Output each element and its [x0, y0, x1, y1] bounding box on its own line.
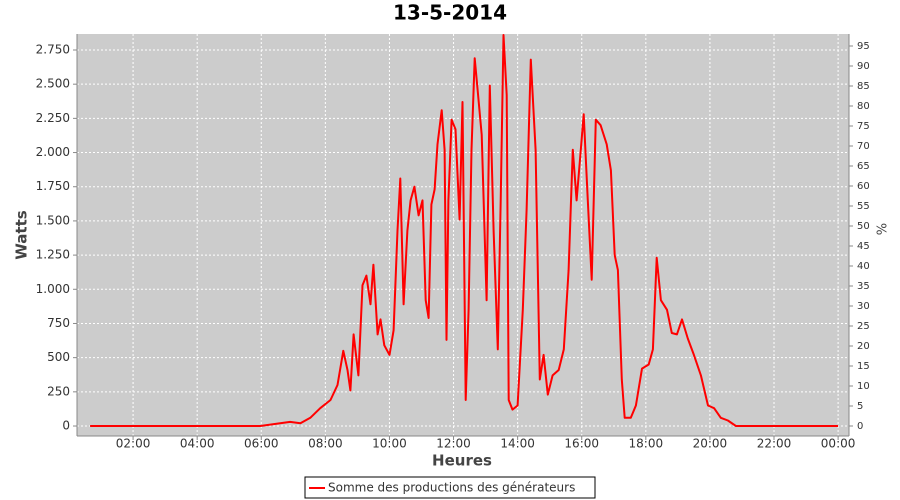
y2-tick-label: 95	[857, 41, 870, 52]
y2-tick-label: 70	[857, 141, 870, 152]
x-tick-label: 04:00	[180, 437, 215, 451]
y2-tick-label: 75	[857, 121, 870, 132]
x-tick-label: 10:00	[372, 437, 407, 451]
y2-tick-label: 50	[857, 221, 870, 232]
y-tick-label: 1.750	[36, 179, 70, 193]
y2-tick-label: 60	[857, 181, 870, 192]
y2-tick-label: 5	[857, 401, 863, 412]
y2-tick-label: 55	[857, 201, 870, 212]
y-tick-label: 2.250	[36, 111, 70, 125]
y-tick-label: 500	[47, 350, 70, 364]
y-tick-label: 750	[47, 316, 70, 330]
y-tick-label: 1.500	[36, 213, 70, 227]
x-tick-label: 20:00	[693, 437, 728, 451]
x-tick-label: 18:00	[629, 437, 664, 451]
x-tick-label: 08:00	[308, 437, 343, 451]
y2-tick-label: 10	[857, 381, 870, 392]
y2-tick-label: 0	[857, 421, 863, 432]
y-tick-label: 1.250	[36, 248, 70, 262]
y2-tick-label: 40	[857, 261, 870, 272]
x-tick-label: 06:00	[244, 437, 279, 451]
y2-tick-label: 20	[857, 341, 870, 352]
y2-tick-label: 15	[857, 361, 870, 372]
y-tick-label: 250	[47, 384, 70, 398]
y-tick-label: 2.500	[36, 77, 70, 91]
series-line	[90, 34, 839, 427]
y2-tick-label: 80	[857, 101, 870, 112]
y2-tick-label: 85	[857, 81, 870, 92]
x-tick-label: 02:00	[116, 437, 151, 451]
x-tick-label: 14:00	[500, 437, 535, 451]
y2-axis-label: %	[876, 223, 891, 235]
x-tick-label: 22:00	[757, 437, 792, 451]
chart-title: 13-5-2014	[393, 1, 507, 25]
y-axis-label: Watts	[13, 210, 31, 259]
y2-tick-label: 30	[857, 301, 870, 312]
y2-tick-label: 45	[857, 241, 870, 252]
x-tick-label: 00:00	[821, 437, 856, 451]
x-axis-label: Heures	[432, 452, 492, 470]
y2-tick-label: 90	[857, 61, 870, 72]
legend-label: Somme des productions des générateurs	[328, 481, 575, 495]
y-tick-label: 2.750	[36, 42, 70, 56]
legend	[304, 476, 596, 499]
y2-tick-label: 25	[857, 321, 870, 332]
x-tick-label: 12:00	[436, 437, 471, 451]
x-tick-label: 16:00	[564, 437, 599, 451]
y-tick-label: 2.000	[36, 145, 70, 159]
y-tick-label: 1.000	[36, 282, 70, 296]
y2-tick-label: 65	[857, 161, 870, 172]
y2-tick-label: 35	[857, 281, 870, 292]
y-tick-label: 0	[62, 419, 70, 433]
